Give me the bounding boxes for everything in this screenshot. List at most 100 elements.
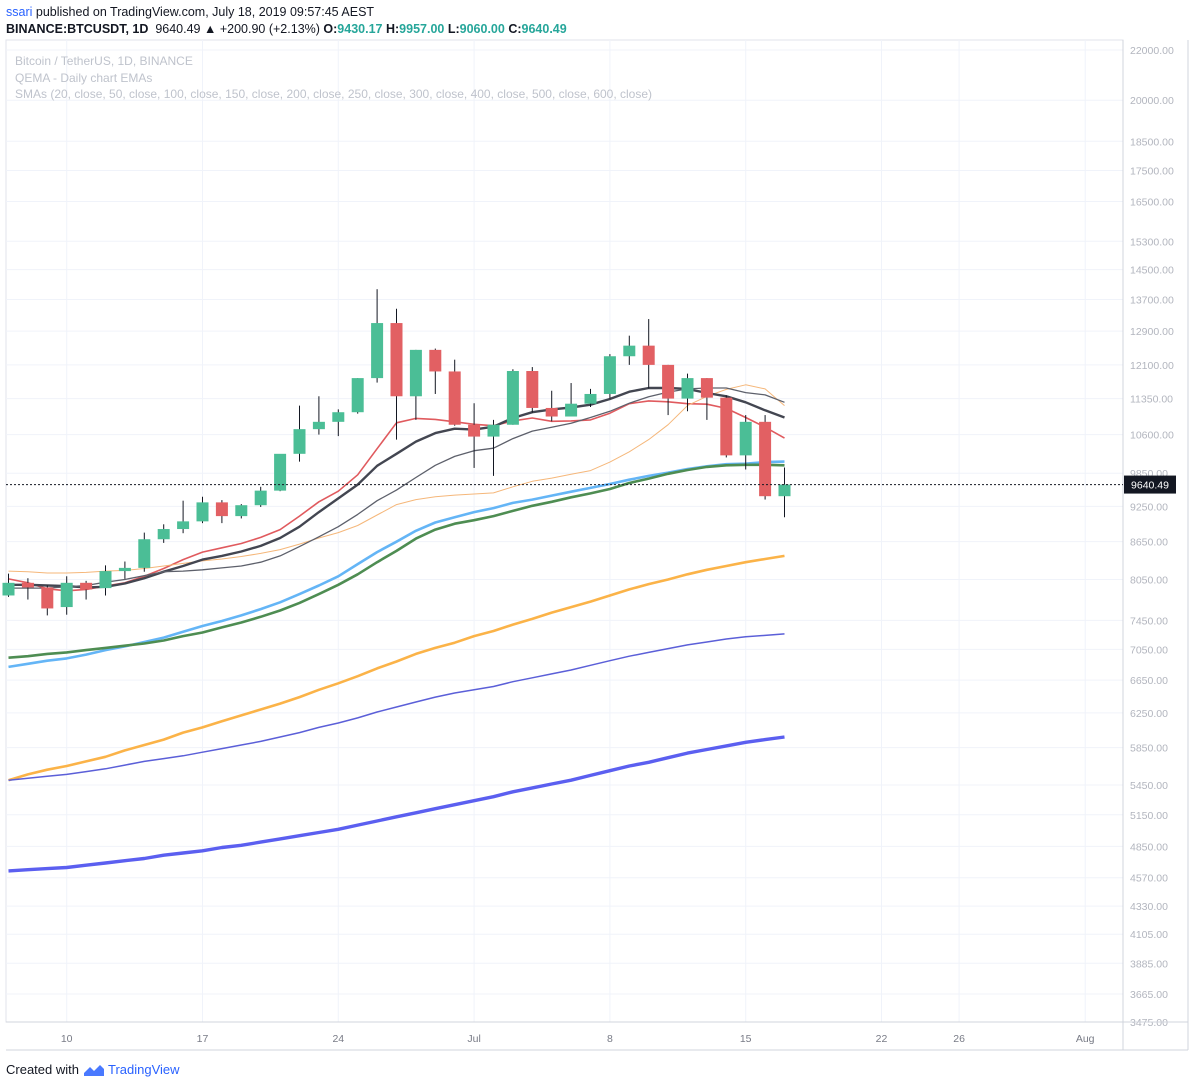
candle	[642, 319, 655, 389]
candle-body	[254, 490, 267, 506]
candle-body	[41, 587, 54, 609]
candle-body	[720, 397, 733, 456]
candle	[545, 390, 558, 422]
legend-symbol: Bitcoin / TetherUS, 1D, BINANCE	[15, 54, 193, 68]
y-tick-label: 6250.00	[1130, 708, 1168, 720]
y-tick-label: 7450.00	[1130, 615, 1168, 627]
candle	[584, 388, 597, 408]
chart-legend: Bitcoin / TetherUS, 1D, BINANCE QEMA - D…	[15, 53, 652, 103]
y-tick-label: 22000.00	[1130, 45, 1174, 57]
footer: Created with TradingView	[6, 1062, 180, 1077]
candle-body	[99, 571, 112, 589]
open-label: O:	[323, 22, 338, 36]
y-tick-label: 8050.00	[1130, 575, 1168, 587]
high-value: 9957.00	[399, 22, 445, 36]
candle	[739, 415, 752, 470]
ma-line-2	[8, 384, 785, 574]
open-value: 9430.17	[337, 22, 383, 36]
y-tick-label: 8650.00	[1130, 537, 1168, 549]
x-tick-label: 24	[332, 1033, 344, 1045]
y-tick-label: 7050.00	[1130, 644, 1168, 656]
ma-line-8	[8, 633, 785, 781]
y-tick-label: 3885.00	[1130, 958, 1168, 970]
candle-body	[584, 393, 597, 404]
y-tick-label: 17500.00	[1130, 166, 1174, 178]
candle	[157, 524, 170, 543]
x-tick-label: 15	[740, 1033, 752, 1045]
y-tick-label: 9250.00	[1130, 501, 1168, 513]
x-tick-label: Jul	[467, 1033, 480, 1045]
candle-body	[215, 502, 228, 517]
candle-body	[681, 378, 694, 399]
candle-body	[177, 521, 190, 530]
low-value: 9060.00	[459, 22, 505, 36]
x-tick-label: 17	[197, 1033, 209, 1045]
candle	[759, 415, 772, 500]
y-tick-label: 3665.00	[1130, 989, 1168, 1001]
ma-line-3	[8, 386, 785, 589]
candle-body	[157, 529, 170, 540]
y-tick-label: 6650.00	[1130, 675, 1168, 687]
candle	[681, 373, 694, 412]
candles	[2, 289, 791, 616]
candle-body	[526, 371, 539, 408]
candle-body	[196, 502, 209, 522]
plot-frame	[5, 39, 1124, 1023]
candle	[448, 359, 461, 426]
candle	[138, 532, 151, 572]
candle	[2, 573, 15, 597]
ma-line-7	[8, 554, 785, 782]
tradingview-logo-icon[interactable]	[83, 1063, 105, 1077]
candle	[215, 500, 228, 524]
y-tick-label: 15300.00	[1130, 236, 1174, 248]
axes: 22000.00 20000.00 18500.00 17500.00 16500.00…	[6, 40, 1189, 1051]
y-tick-label: 4105.00	[1130, 929, 1168, 941]
candle	[332, 409, 345, 437]
last-price-label: 9640.49	[1131, 480, 1169, 492]
y-tick-label: 14500.00	[1130, 265, 1174, 277]
candle	[21, 578, 34, 600]
candle	[623, 335, 636, 365]
candle-body	[603, 356, 616, 394]
candle	[720, 395, 733, 458]
ma-line-4	[8, 387, 785, 589]
ma-line-6	[8, 463, 785, 659]
candle	[603, 354, 616, 399]
y-tick-label: 13700.00	[1130, 294, 1174, 306]
candle	[312, 396, 325, 435]
candle	[506, 369, 519, 425]
candle-body	[2, 582, 15, 596]
candle-body	[448, 371, 461, 425]
candle	[487, 419, 500, 476]
tradingview-brand[interactable]: TradingView	[107, 1062, 180, 1077]
y-tick-label: 3475.00	[1130, 1017, 1168, 1029]
candle-body	[80, 582, 93, 590]
created-with-label: Created with	[6, 1062, 79, 1077]
candle-body	[138, 539, 151, 568]
candle	[196, 496, 209, 524]
candle	[662, 364, 675, 416]
y-tick-label: 4570.00	[1130, 873, 1168, 885]
x-tick-label: 22	[876, 1033, 888, 1045]
candle	[177, 500, 190, 534]
candle-body	[429, 349, 442, 372]
y-tick-label: 12900.00	[1130, 326, 1174, 338]
published-text: published on TradingView.com, July 18, 2…	[32, 5, 375, 19]
publish-info: ssari published on TradingView.com, July…	[6, 5, 374, 19]
candle-body	[390, 323, 403, 397]
x-tick-label: 26	[953, 1033, 965, 1045]
y-tick-label: 16500.00	[1130, 197, 1174, 209]
y-tick-label: 18500.00	[1130, 136, 1174, 148]
candle-body	[506, 371, 519, 425]
candle	[118, 561, 131, 579]
candle-body	[274, 453, 287, 491]
candle-body	[351, 378, 364, 413]
candle-body	[332, 412, 345, 422]
candle-body	[778, 484, 791, 497]
candle	[80, 580, 93, 600]
candle-body	[409, 349, 422, 397]
author-link[interactable]: ssari	[6, 5, 33, 19]
ma-lines	[8, 384, 785, 873]
candle-body	[739, 421, 752, 456]
